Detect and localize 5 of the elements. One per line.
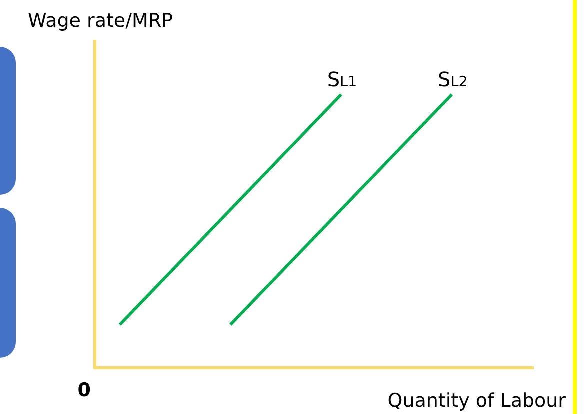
series-label: SL2 [438, 68, 468, 92]
y-axis-title: Wage rate/MRP [28, 10, 174, 32]
series-label: SL1 [327, 68, 358, 92]
text: 0 [78, 379, 91, 402]
x-axis-title: Quantity of Labour [388, 390, 566, 412]
